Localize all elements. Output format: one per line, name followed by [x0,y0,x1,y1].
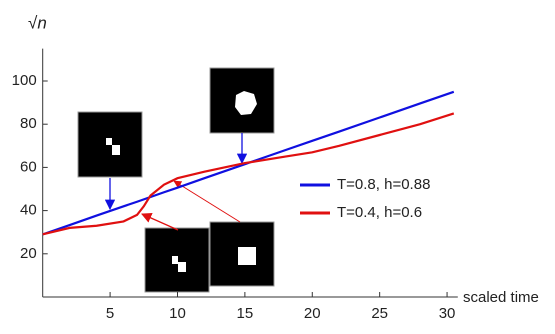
x-tick-label: 20 [304,305,321,322]
y-axis-label: √n [28,13,47,32]
y-tick-label: 20 [20,245,37,262]
x-tick-label: 15 [237,305,254,322]
chart: √n scaled time 5 10 15 20 25 30 20 40 60 80 100 T=0… [0,0,555,329]
x-tick-label: 5 [106,305,114,322]
legend-label: T=0.8, h=0.88 [337,176,430,193]
x-tick-label: 10 [169,305,186,322]
y-tick-label: 80 [20,115,37,132]
y-tick-label: 100 [12,72,37,89]
y-tick-label: 60 [20,158,37,175]
x-tick-label: 25 [371,305,388,322]
legend-label: T=0.4, h=0.6 [337,204,422,221]
x-tick-label: 30 [439,305,456,322]
y-tick-label: 40 [20,202,37,219]
x-axis-label: scaled time [463,289,539,306]
